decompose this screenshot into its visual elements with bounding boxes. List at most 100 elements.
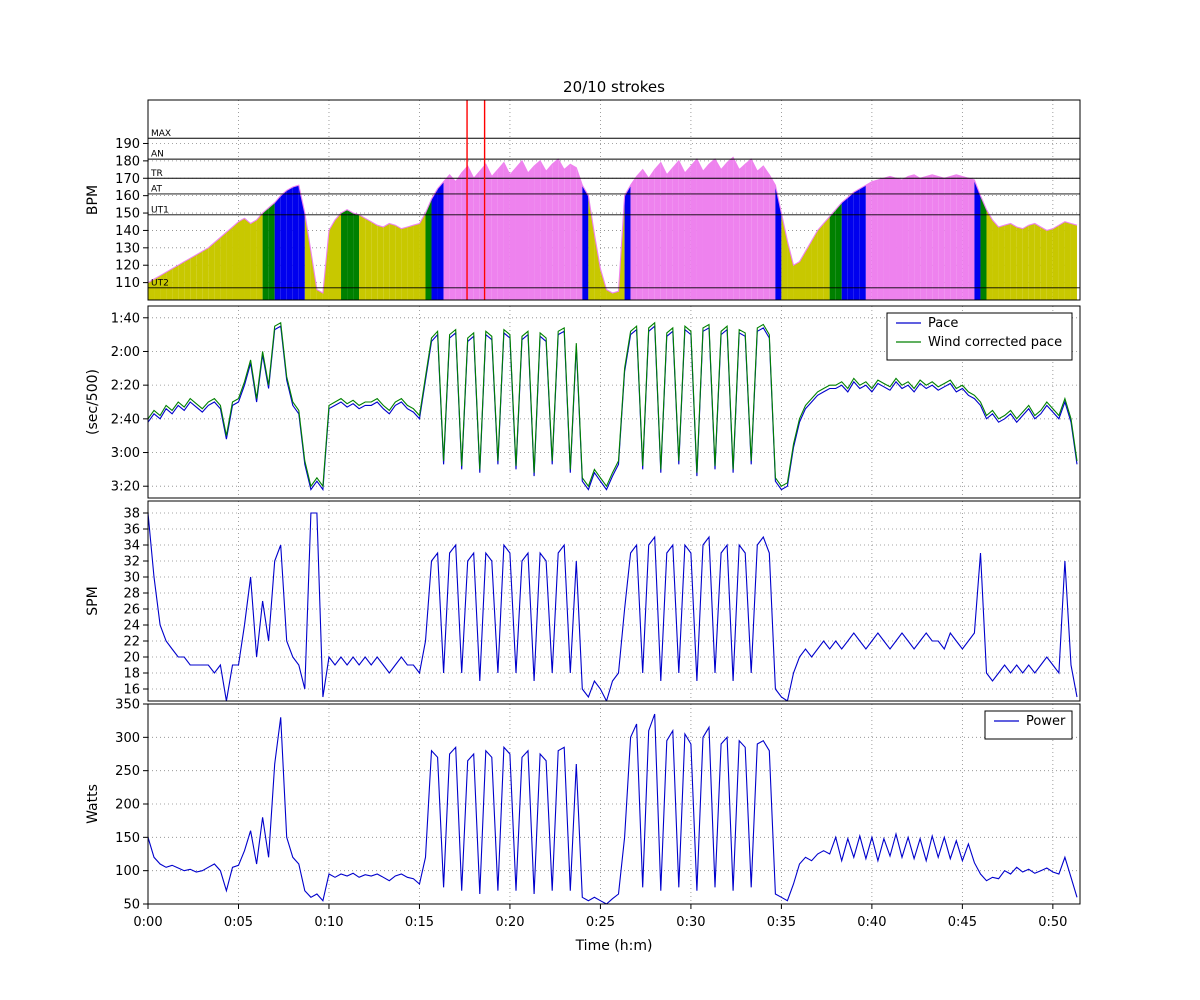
hr-zone-fill bbox=[455, 173, 462, 300]
x-tick-label: 0:10 bbox=[314, 915, 343, 930]
hr-zone-fill bbox=[817, 223, 824, 300]
hr-zone-fill bbox=[190, 254, 197, 300]
hr-zone-fill bbox=[431, 188, 438, 300]
hr-zone-fill bbox=[473, 171, 480, 300]
hr-zone-fill bbox=[407, 225, 414, 300]
hr-zone-fill bbox=[600, 268, 607, 300]
hr-zone-fill bbox=[1004, 223, 1011, 300]
hr-zone-fill bbox=[751, 159, 758, 300]
hr-zone-fill bbox=[256, 213, 263, 300]
y-tick-label: 200 bbox=[115, 798, 140, 813]
hr-zone-fill bbox=[328, 220, 336, 300]
hr-zone-fill bbox=[865, 181, 872, 300]
hr-zone-fill bbox=[220, 232, 227, 300]
y-tick-label: 16 bbox=[123, 683, 140, 698]
y-tick-label: 180 bbox=[115, 154, 140, 169]
hr-zone-fill bbox=[624, 185, 631, 300]
zone-label-max: MAX bbox=[151, 129, 171, 139]
hr-zone-fill bbox=[1034, 223, 1041, 300]
hr-zone-fill bbox=[1010, 223, 1017, 300]
hr-zone-fill bbox=[552, 159, 559, 300]
hr-zone-fill bbox=[214, 237, 221, 300]
hr-zone-fill bbox=[226, 226, 233, 300]
hr-zone-fill bbox=[413, 223, 420, 300]
hr-zone-fill bbox=[353, 213, 360, 300]
x-tick-label: 0:15 bbox=[405, 915, 434, 930]
y-tick-label: 2:00 bbox=[111, 345, 140, 360]
hr-zone-fill bbox=[467, 166, 474, 300]
y-tick-label: 22 bbox=[123, 635, 140, 650]
hr-zone-fill bbox=[859, 185, 866, 300]
y-tick-label: 20 bbox=[123, 651, 140, 666]
hr-zone-fill bbox=[835, 202, 842, 300]
hr-zone-fill bbox=[491, 169, 498, 300]
hr-zone-fill bbox=[365, 218, 372, 300]
hr-zone-fill bbox=[847, 192, 854, 300]
hr-zone-fill bbox=[690, 159, 697, 300]
hr-zone-fill bbox=[497, 162, 504, 300]
y-tick-label: 300 bbox=[115, 731, 140, 746]
hr-zone-fill bbox=[298, 185, 305, 300]
hr-zone-fill bbox=[672, 160, 679, 300]
hr-zone-fill bbox=[1058, 221, 1065, 300]
hr-zone-fill bbox=[540, 160, 547, 300]
hr-zone-fill bbox=[630, 176, 637, 300]
x-tick-label: 0:20 bbox=[495, 915, 524, 930]
hr-zone-fill bbox=[914, 174, 921, 300]
hr-zone-fill bbox=[956, 174, 963, 300]
hr-zone-fill bbox=[395, 225, 402, 300]
hr-zone-fill bbox=[594, 233, 601, 300]
hr-zone-fill bbox=[202, 247, 209, 300]
y-tick-label: 150 bbox=[115, 207, 140, 222]
y-tick-label: 3:20 bbox=[111, 480, 140, 495]
legend-entry-label: Pace bbox=[928, 316, 958, 331]
hr-zone-fill bbox=[1070, 223, 1077, 300]
hr-zone-fill bbox=[383, 223, 390, 300]
series-spm bbox=[148, 512, 1078, 701]
hr-zone-fill bbox=[853, 188, 860, 300]
hr-zone-fill bbox=[250, 220, 257, 300]
hr-zone-fill bbox=[443, 174, 450, 300]
hr-zone-fill bbox=[196, 251, 203, 300]
y-axis-label-pace: (sec/500) bbox=[85, 369, 101, 435]
hr-zone-fill bbox=[292, 185, 299, 300]
hr-zone-fill bbox=[745, 159, 752, 300]
y-tick-label: 140 bbox=[115, 224, 140, 239]
hr-zone-fill bbox=[733, 157, 740, 300]
hr-zone-fill bbox=[286, 186, 293, 300]
hr-zone-fill bbox=[172, 265, 179, 300]
hr-zone-fill bbox=[727, 157, 734, 300]
x-tick-label: 0:30 bbox=[676, 915, 705, 930]
hr-zone-fill bbox=[359, 214, 366, 300]
zone-label-tr: TR bbox=[150, 169, 163, 179]
zone-label-at: AT bbox=[151, 184, 162, 194]
x-tick-label: 0:25 bbox=[586, 915, 615, 930]
y-tick-label: 3:00 bbox=[111, 446, 140, 461]
hr-zone-fill bbox=[684, 166, 691, 300]
hr-zone-fill bbox=[823, 216, 830, 300]
hr-zone-fill bbox=[377, 225, 384, 300]
y-tick-label: 350 bbox=[115, 698, 140, 713]
hr-zone-fill bbox=[787, 240, 794, 300]
hr-zone-fill bbox=[962, 176, 969, 300]
subplot-pace: 1:40 2:00 2:20 2:40 3:00 3:20 (sec/500) Pace Win… bbox=[85, 305, 1081, 499]
hr-zone-fill bbox=[347, 209, 354, 300]
y-axis-label-watts: Watts bbox=[85, 784, 101, 824]
hr-zone-fill bbox=[280, 190, 287, 300]
hr-zone-fill bbox=[889, 176, 897, 300]
series-heart-rate bbox=[148, 156, 1078, 294]
subplot-bpm: MAX AN TR AT UT1 UT2 110 120 130 140 150 160 170 180 1… bbox=[85, 99, 1081, 301]
hr-zone-fill bbox=[793, 261, 800, 300]
hr-zone-fill bbox=[612, 291, 619, 300]
y-tick-label: 2:20 bbox=[111, 379, 140, 394]
y-tick-label: 120 bbox=[115, 259, 140, 274]
hr-zone-fill bbox=[208, 242, 215, 300]
y-tick-label: 130 bbox=[115, 241, 140, 256]
hr-zone-fill bbox=[715, 159, 722, 300]
hr-zone-fill bbox=[654, 162, 661, 300]
hr-zone-fill bbox=[883, 176, 890, 300]
hr-zone-fill bbox=[262, 207, 269, 300]
y-tick-label: 34 bbox=[123, 539, 140, 554]
